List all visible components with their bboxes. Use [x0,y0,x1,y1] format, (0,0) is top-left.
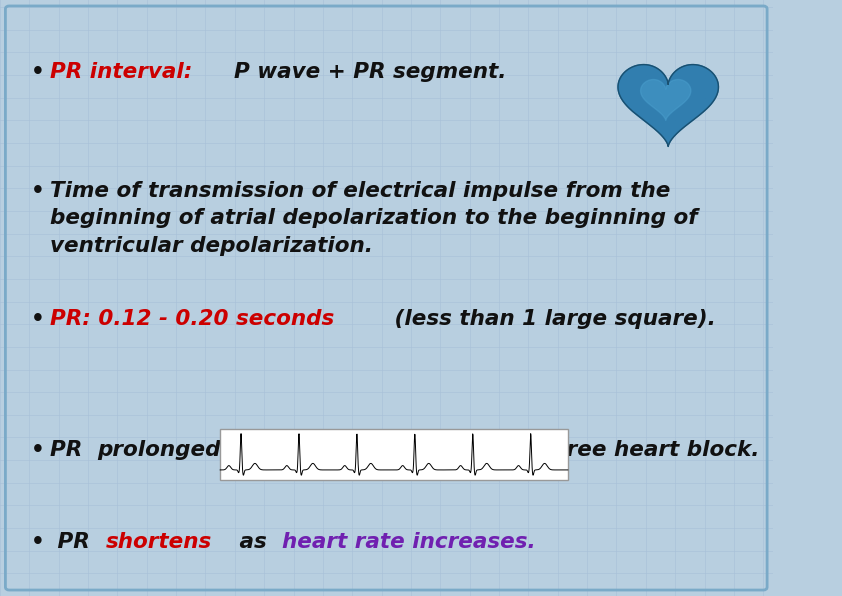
Text: •: • [31,440,45,460]
Text: P wave + PR segment.: P wave + PR segment. [219,61,506,82]
Text: PR interval:: PR interval: [51,61,193,82]
Text: prolonged: prolonged [98,440,221,460]
FancyBboxPatch shape [220,429,568,480]
Text: •: • [31,181,45,201]
Text: PR: PR [51,532,98,552]
Polygon shape [618,64,718,147]
Text: Time of transmission of electrical impulse from the: Time of transmission of electrical impul… [51,181,670,201]
Text: ventricular depolarization.: ventricular depolarization. [51,235,373,256]
Text: > 0.20 seconds.  First degree heart block.: > 0.20 seconds. First degree heart block… [243,440,759,460]
Text: (less than 1 large square).: (less than 1 large square). [386,309,716,329]
Text: •: • [31,309,45,329]
Text: beginning of atrial depolarization to the beginning of: beginning of atrial depolarization to th… [51,208,698,228]
Text: shortens: shortens [106,532,212,552]
Text: PR: 0.12 - 0.20 seconds: PR: 0.12 - 0.20 seconds [51,309,334,329]
Text: as: as [232,532,274,552]
Text: PR: PR [51,440,90,460]
Text: heart rate increases.: heart rate increases. [282,532,536,552]
Text: •: • [31,61,45,82]
Text: •: • [31,532,45,552]
Polygon shape [641,79,690,120]
